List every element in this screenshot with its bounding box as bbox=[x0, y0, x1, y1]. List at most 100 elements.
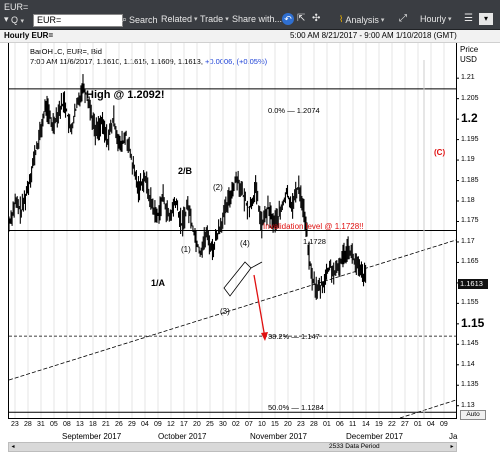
chart-bottom-border bbox=[8, 418, 457, 419]
time-tick: 19 bbox=[375, 421, 383, 428]
month-label: Ja bbox=[449, 432, 458, 441]
time-tick: 31 bbox=[37, 421, 45, 428]
price-tick: 1.135 bbox=[461, 381, 479, 389]
wave-2b-label: 2/B bbox=[178, 166, 193, 176]
related-menu[interactable]: Related ▾ bbox=[161, 14, 198, 24]
wave-1-label: (1) bbox=[181, 245, 191, 254]
chevron-down-icon: ▾ bbox=[194, 16, 198, 23]
trend-line-2 bbox=[399, 399, 457, 419]
window-menu-icon[interactable]: ▾ bbox=[479, 13, 493, 25]
price-tick: 1.165 bbox=[461, 258, 479, 266]
trend-line bbox=[8, 239, 457, 381]
time-tick: 01 bbox=[414, 421, 422, 428]
time-tick: 07 bbox=[245, 421, 253, 428]
time-tick: 20 bbox=[193, 421, 201, 428]
price-tick: 1.17 bbox=[461, 237, 475, 245]
channel-extension bbox=[250, 261, 263, 269]
horizontal-scrollbar[interactable]: ◂ ▸ 2533 Data Period bbox=[8, 442, 457, 452]
analysis-menu[interactable]: ⌇ Analysis ▾ bbox=[339, 14, 385, 25]
month-label: October 2017 bbox=[158, 432, 207, 441]
pointer-icon[interactable]: ⇱ bbox=[297, 13, 306, 24]
wave-1a-label: 1/A bbox=[151, 278, 166, 288]
chevron-down-icon: ▾ bbox=[448, 16, 452, 23]
price-tick: 1.205 bbox=[461, 94, 479, 102]
month-label: September 2017 bbox=[62, 432, 122, 441]
wave-4-label: (4) bbox=[240, 239, 250, 248]
time-tick: 28 bbox=[310, 421, 318, 428]
fib-50-label: 50.0% — 1.1284 bbox=[268, 403, 324, 412]
time-tick: 15 bbox=[271, 421, 279, 428]
projection-arrow bbox=[253, 274, 266, 339]
price-axis-title: Price bbox=[460, 45, 479, 54]
time-tick: 05 bbox=[50, 421, 58, 428]
price-tick: 1.19 bbox=[461, 156, 475, 164]
price-tick: 1.185 bbox=[461, 176, 479, 184]
time-tick: 02 bbox=[232, 421, 240, 428]
time-tick: 22 bbox=[388, 421, 396, 428]
scroll-right-icon[interactable]: ▸ bbox=[450, 444, 454, 450]
chart-header: Hourly EUR= 5:00 AM 8/21/2017 - 9:00 AM … bbox=[0, 30, 500, 43]
chevron-down-icon: ▾ bbox=[380, 16, 385, 24]
time-tick: 11 bbox=[349, 421, 357, 428]
scroll-left-icon[interactable]: ◂ bbox=[11, 444, 15, 450]
undo-icon[interactable]: ↶ bbox=[282, 13, 294, 25]
wave-2-label: (2) bbox=[213, 183, 223, 192]
price-tick: 1.145 bbox=[461, 340, 479, 348]
time-tick: 08 bbox=[63, 421, 71, 428]
data-period-label: 2533 Data Period bbox=[329, 443, 380, 450]
interval-menu[interactable]: Hourly ▾ bbox=[420, 14, 452, 24]
time-tick: 14 bbox=[362, 421, 370, 428]
month-label: December 2017 bbox=[346, 432, 403, 441]
price-tick: 1.15 bbox=[461, 315, 485, 330]
time-tick: 09 bbox=[154, 421, 162, 428]
fib-0-label: 0.0% — 1.2074 bbox=[268, 106, 320, 115]
price-tick: 1.21 bbox=[461, 74, 475, 82]
fit-chart-icon[interactable]: ⤢ bbox=[399, 13, 407, 24]
time-tick: 04 bbox=[141, 421, 149, 428]
time-tick: 21 bbox=[102, 421, 110, 428]
level-1728-label: 1.1728 bbox=[303, 237, 326, 246]
date-range: 5:00 AM 8/21/2017 - 9:00 AM 1/10/2018 (G… bbox=[290, 31, 457, 40]
time-tick: 23 bbox=[297, 421, 305, 428]
time-tick: 29 bbox=[128, 421, 136, 428]
chevron-down-icon: ▾ bbox=[225, 16, 229, 23]
toolbar: EUR= ▾ Q ▾ EUR= ⌕ Search Related ▾ Trade ▾ … bbox=[0, 0, 500, 30]
search-button[interactable]: ⌕ Search bbox=[122, 14, 158, 25]
price-axis-unit: USD bbox=[460, 55, 477, 64]
window-title: EUR= bbox=[4, 2, 29, 12]
time-tick: 01 bbox=[323, 421, 331, 428]
time-tick: 25 bbox=[206, 421, 214, 428]
symbol-input[interactable]: EUR= bbox=[33, 14, 123, 27]
time-tick: 13 bbox=[76, 421, 84, 428]
dropdown-icon[interactable]: ▾ bbox=[4, 14, 9, 24]
wave4-channel bbox=[223, 261, 252, 297]
symbol-type-selector[interactable]: Q ▾ bbox=[11, 15, 25, 25]
arrow-head bbox=[261, 332, 268, 341]
auto-scale-button[interactable]: Auto bbox=[460, 410, 486, 420]
crosshair-icon[interactable]: ✣ bbox=[312, 13, 321, 24]
price-tick: 1.13 bbox=[461, 401, 475, 409]
chart-title: Hourly EUR= bbox=[4, 31, 54, 40]
time-tick: 27 bbox=[401, 421, 409, 428]
price-tick: 1.14 bbox=[461, 360, 475, 368]
time-tick: 30 bbox=[219, 421, 227, 428]
time-tick: 09 bbox=[440, 421, 448, 428]
time-tick: 06 bbox=[336, 421, 344, 428]
trade-menu[interactable]: Trade ▾ bbox=[200, 14, 229, 24]
time-tick: 18 bbox=[89, 421, 97, 428]
price-tick: 1.18 bbox=[461, 197, 475, 204]
wave-c-label: (C) bbox=[434, 148, 446, 157]
fib-382-label: 38.2% — 1.147 bbox=[268, 332, 320, 341]
time-tick: 26 bbox=[115, 421, 123, 428]
month-label: November 2017 bbox=[250, 432, 307, 441]
more-icon[interactable]: ☰ bbox=[464, 13, 473, 24]
time-tick: 12 bbox=[167, 421, 175, 428]
chart-right-border bbox=[456, 43, 457, 418]
time-tick: 23 bbox=[11, 421, 19, 428]
price-tick: 1.2 bbox=[461, 111, 478, 126]
time-tick: 28 bbox=[24, 421, 32, 428]
price-tick: 1.175 bbox=[461, 217, 479, 225]
series-info: BarOHLC, EUR=, Bid bbox=[30, 47, 102, 56]
price-tick: 1.155 bbox=[461, 299, 479, 307]
